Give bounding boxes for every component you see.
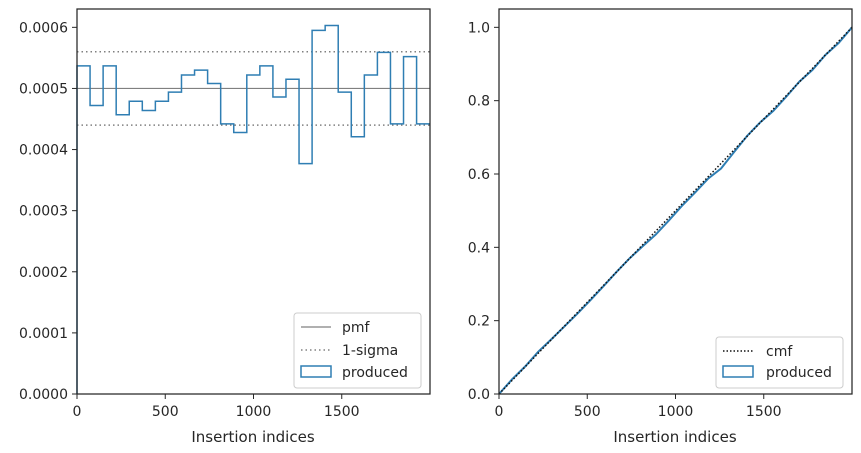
right-y-tick-label: 0.8 (468, 94, 490, 110)
legend-sigma-label: 1-sigma (342, 343, 398, 359)
right-x-tick-label: 0 (495, 404, 504, 420)
left-x-tick-label: 0 (73, 404, 82, 420)
left-y-tick-label: 0.0005 (19, 81, 68, 97)
right-legend: cmf produced (715, 336, 844, 389)
left-y-tick-label: 0.0002 (19, 265, 68, 281)
right-x-tick-label: 500 (574, 404, 601, 420)
cmf-line (498, 26, 853, 395)
right-x-tick-label: 1500 (746, 404, 782, 420)
left-x-tick-label: 500 (152, 404, 179, 420)
legend-cdf-produced-label: produced (766, 365, 832, 381)
left-x-tick-label: 1000 (236, 404, 272, 420)
legend-pmf-label: pmf (342, 320, 371, 336)
left-y-tick-label: 0.0000 (19, 387, 68, 403)
right-y-tick-label: 0.0 (468, 387, 490, 403)
right-chart-cmf: 0 500 1000 1500 0.0 0.2 0.4 0.6 0.8 1.0 Insertio… (468, 8, 853, 446)
left-legend-box (293, 312, 422, 389)
legend-cdf-produced-swatch (722, 365, 754, 378)
right-y-tick-label: 0.6 (468, 167, 490, 183)
right-plot-area (498, 8, 853, 395)
right-y-ticks: 0.0 0.2 0.4 0.6 0.8 1.0 (468, 20, 499, 403)
left-y-ticks: 0.0000 0.0001 0.0002 0.0003 0.0004 0.0005 0.00… (19, 20, 77, 403)
right-x-tick-label: 1000 (658, 404, 694, 420)
right-axes-frame (498, 8, 853, 395)
right-x-axis-label: Insertion indices (613, 428, 736, 446)
left-y-tick-label: 0.0004 (19, 143, 68, 159)
legend-cmf-label: cmf (766, 344, 793, 360)
left-y-tick-label: 0.0001 (19, 326, 68, 342)
right-y-tick-label: 1.0 (468, 20, 490, 36)
left-legend: pmf 1-sigma produced (293, 312, 422, 389)
legend-produced-swatch (300, 365, 332, 378)
left-x-ticks: 0 500 1000 1500 (73, 394, 360, 420)
left-x-axis-label: Insertion indices (191, 428, 314, 446)
produced-step-histogram (76, 24, 430, 394)
right-y-tick-label: 0.4 (468, 240, 490, 256)
right-x-ticks: 0 500 1000 1500 (495, 394, 782, 420)
left-x-tick-label: 1500 (324, 404, 360, 420)
right-legend-box (715, 336, 844, 389)
left-y-tick-label: 0.0006 (19, 20, 68, 36)
legend-produced-label: produced (342, 365, 408, 381)
left-chart-pmf-histogram: 0 500 1000 1500 0.00000.00010.00020.00030.0… (19, 8, 431, 446)
left-y-tick-label: 0.0003 (19, 204, 68, 220)
right-y-tick-label: 0.2 (468, 314, 490, 330)
